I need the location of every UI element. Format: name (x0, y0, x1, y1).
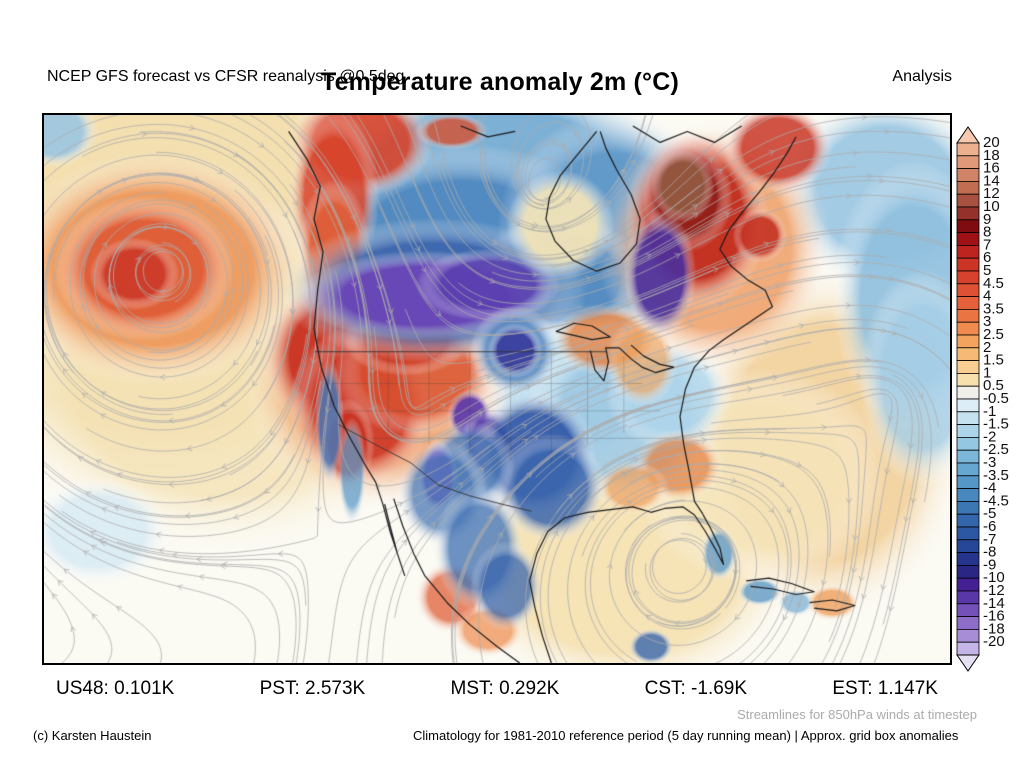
streamline-note: Streamlines for 850hPa winds at timestep (737, 707, 977, 722)
colorbar-label: -2 (983, 428, 996, 445)
colorbar-segment (956, 245, 980, 259)
stat-cst: CST: -1.69K (644, 678, 748, 699)
colorbar-segment (956, 564, 980, 579)
colorbar-label: -3.5 (983, 467, 1009, 484)
colorbar-label: 14 (983, 172, 1000, 189)
region-stats-row: US48: 0.101K PST: 2.573K MST: 0.292K CST: -… (42, 678, 952, 700)
colorbar-segment (956, 181, 980, 195)
colorbar-label: -12 (983, 582, 1005, 599)
colorbar-segment (956, 475, 980, 489)
colorbar-segment (956, 334, 980, 349)
colorbar-segment (956, 142, 980, 157)
colorbar-label: -7 (983, 531, 996, 548)
colorbar-segment (956, 168, 980, 182)
colorbar-label: 9 (983, 211, 991, 228)
colorbar-label: 7 (983, 236, 991, 253)
colorbar-segment (956, 628, 980, 643)
stat-mst: MST: 0.292K (450, 678, 560, 699)
colorbar-segment (956, 347, 980, 362)
colorbar-label: -0.5 (983, 390, 1009, 407)
colorbar-segment (956, 539, 980, 553)
colorbar-segment (956, 462, 980, 477)
colorbar-label: -10 (983, 569, 1005, 586)
anomaly-map (42, 113, 952, 665)
colorbar-label: -2.5 (983, 441, 1009, 458)
colorbar-segment (956, 590, 980, 605)
colorbar-label: -8 (983, 544, 996, 561)
colorbar-segment (956, 424, 980, 438)
colorbar-label: -1.5 (983, 416, 1009, 433)
colorbar-label: -18 (983, 620, 1005, 637)
colorbar-segment (956, 552, 980, 566)
colorbar-segment (956, 449, 980, 464)
colorbar-label: -16 (983, 608, 1005, 625)
colorbar-label: 2.5 (983, 326, 1004, 343)
colorbar-segment (956, 616, 980, 630)
colorbar-label: -6 (983, 518, 996, 535)
colorbar-segment (956, 398, 980, 413)
colorbar-label: -1 (983, 403, 996, 420)
climatology-note: Climatology for 1981-2010 reference peri… (413, 728, 959, 743)
colorbar-label: 8 (983, 224, 991, 241)
colorbar-label: 18 (983, 147, 1000, 164)
colorbar-segment (956, 372, 980, 387)
stat-est: EST: 1.147K (832, 678, 938, 699)
colorbar-label: 0.5 (983, 377, 1004, 394)
colorbar-label: -20 (983, 633, 1005, 650)
colorbar-label: -4.5 (983, 492, 1009, 509)
colorbar-label: -3 (983, 454, 996, 471)
colorbar-segment (956, 257, 980, 272)
colorbar-segment (956, 385, 980, 400)
colorbar-label: 5 (983, 262, 991, 279)
colorbar-segment (956, 193, 980, 208)
stat-us48: US48: 0.101K (56, 678, 175, 699)
colorbar-label: 1 (983, 364, 991, 381)
colorbar-label: 4.5 (983, 275, 1004, 292)
colorbar-label: 12 (983, 185, 1000, 202)
colorbar-label: 2 (983, 339, 991, 356)
colorbar-segment (956, 219, 980, 234)
colorbar-label: 3.5 (983, 300, 1004, 317)
colorbar-svg: 201816141210987654.543.532.521.510.5-0.5… (956, 126, 1009, 672)
colorbar-segment (956, 270, 980, 285)
colorbar-label: -5 (983, 505, 996, 522)
product-line: NCEP GFS forecast vs CFSR reanalysis @0.… (47, 68, 405, 85)
colorbar-segment (956, 321, 980, 336)
colorbar-segment (956, 206, 980, 221)
colorbar-label: -14 (983, 595, 1005, 612)
colorbar-segment (956, 283, 980, 298)
colorbar-label: 4 (983, 288, 991, 305)
colorbar-segment (956, 526, 980, 541)
colorbar-segment (956, 488, 980, 502)
page-title: Temperature anomaly 2m (°C) (320, 68, 680, 96)
anomaly-map-canvas (44, 115, 950, 663)
colorbar-segment (956, 500, 980, 515)
colorbar-segment (956, 577, 980, 592)
colorbar-label: 6 (983, 249, 991, 266)
colorbar-label: 3 (983, 313, 991, 330)
colorbar-label: -4 (983, 480, 996, 497)
colorbar-label: 20 (983, 134, 1000, 151)
colorbar-segment (956, 232, 980, 246)
colorbar-segment (956, 360, 980, 374)
colorbar-segment (956, 436, 980, 451)
colorbar-segment (956, 308, 980, 323)
colorbar-segment (956, 296, 980, 310)
colorbar-label: 10 (983, 198, 1000, 215)
colorbar-scale: 20 18 16 14 12 10 9 8 7 6 5 4.5 4 3.5 3 2.5 2 1.5 1 0.5 -0.5… (956, 126, 1020, 679)
stat-pst: PST: 2.573K (259, 678, 366, 699)
copyright: (c) Karsten Haustein (33, 728, 152, 743)
colorbar-segment (956, 603, 980, 617)
colorbar-label: 1.5 (983, 352, 1004, 369)
colorbar-segment (956, 411, 980, 425)
colorbar-label: -9 (983, 556, 996, 573)
colorbar-segment (956, 155, 980, 169)
colorbar-segment (956, 513, 980, 528)
colorbar-segment (956, 641, 980, 656)
colorbar-label: 16 (983, 160, 1000, 177)
analysis-label: Analysis (892, 68, 952, 85)
